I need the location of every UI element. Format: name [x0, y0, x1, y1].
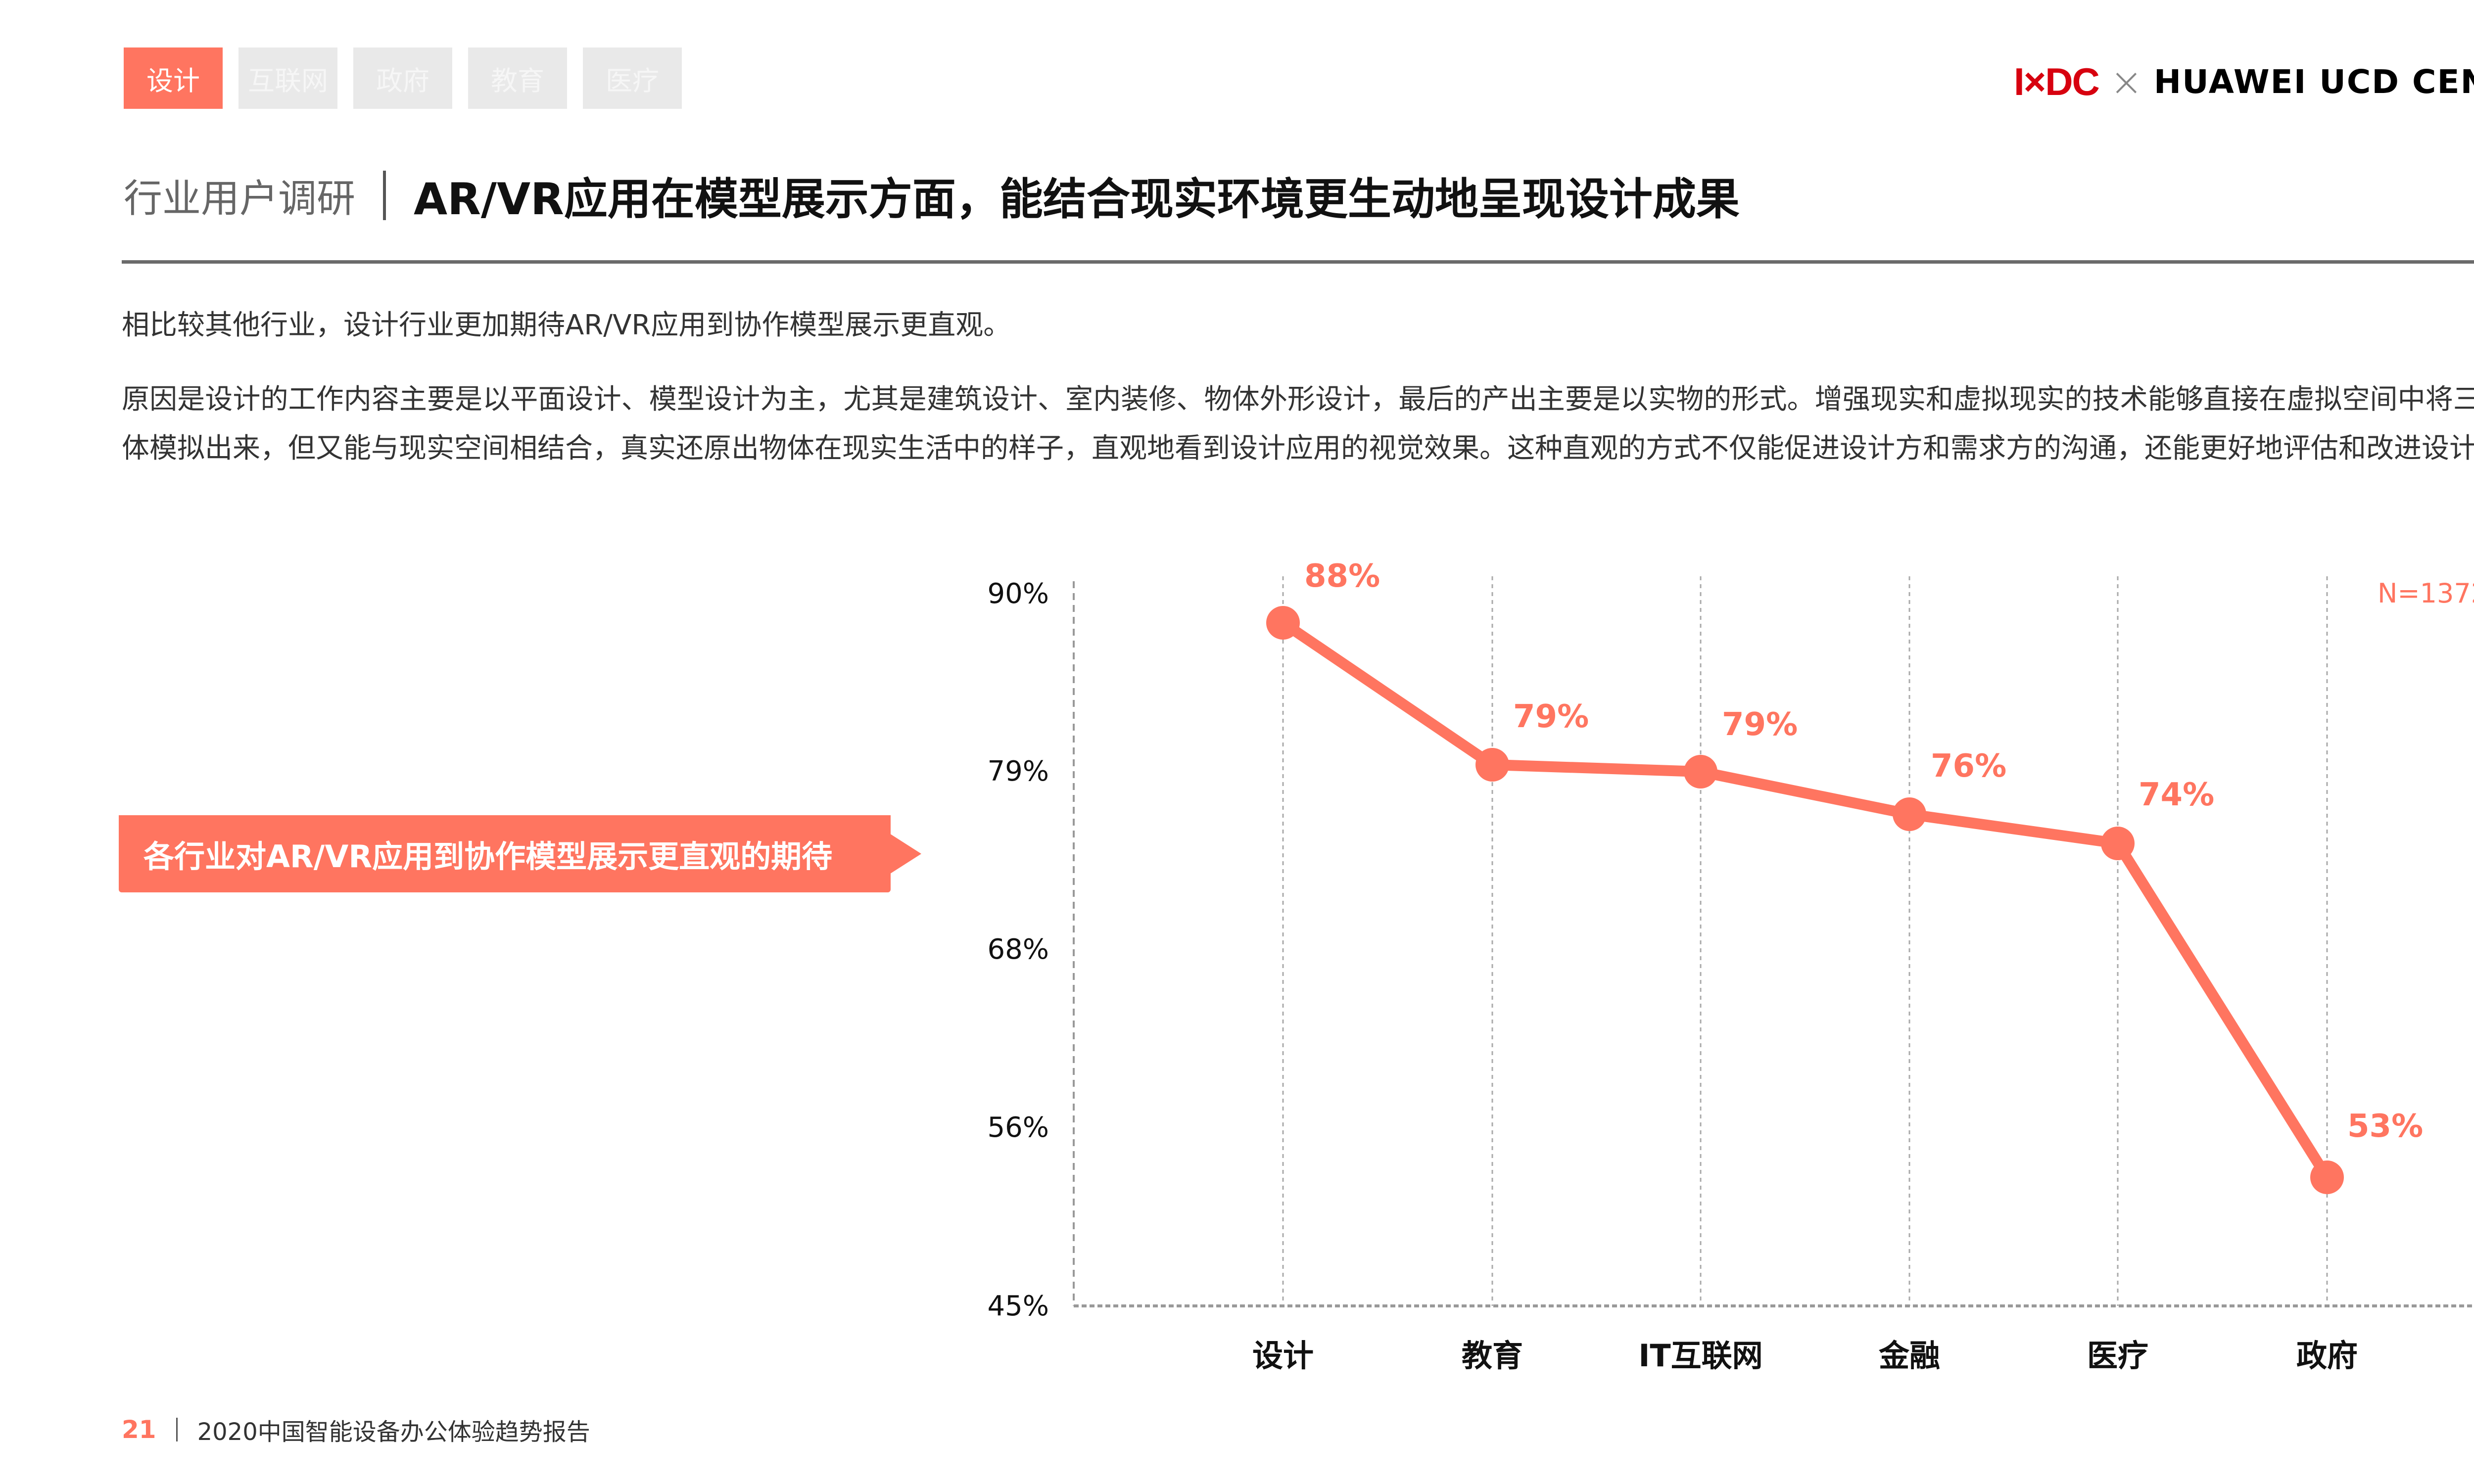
data-label: 76% [1931, 748, 2007, 785]
data-label: 79% [1722, 706, 1798, 743]
data-series-line [1280, 618, 2332, 1180]
data-label: 79% [1513, 698, 1589, 735]
page-header: 行业用户调研 AR/VR应用在模型展示方面，能结合现实环境更生动地呈现设计成果 [124, 158, 1740, 232]
page-footer: 21 2020中国智能设备办公体验趋势报告 [122, 1412, 590, 1447]
y-tick: 68% [987, 933, 1049, 966]
footer-divider [176, 1418, 178, 1441]
y-tick: 45% [987, 1290, 1049, 1322]
huawei-ucd-logo: HUAWEI UCD CENTER [2153, 62, 2474, 101]
cross-icon: × [2109, 58, 2143, 105]
x-tick: 医疗 [2087, 1338, 2148, 1374]
header-rule [122, 260, 2474, 264]
x-tick: 教育 [1461, 1338, 1523, 1374]
data-label: 53% [2347, 1108, 2424, 1145]
x-tick: 政府 [2296, 1338, 2358, 1374]
y-tick: 56% [987, 1112, 1049, 1144]
page-number: 21 [122, 1415, 156, 1444]
callout-arrow-icon [886, 831, 921, 877]
detail-text: 原因是设计的工作内容主要是以平面设计、模型设计为主，尤其是建筑设计、室内装修、物… [122, 383, 2474, 464]
chart-title-callout: 各行业对AR/VR应用到协作模型展示更直观的期待 [119, 815, 891, 892]
data-label: 88% [1304, 558, 1380, 595]
x-tick: 设计 [1252, 1338, 1314, 1374]
tab-internet[interactable]: 互联网 [238, 47, 337, 109]
y-tick: 79% [987, 755, 1049, 788]
industry-tabs: 设计 互联网 政府 教育 医疗 [124, 47, 682, 109]
y-tick: 90% [987, 578, 1049, 610]
ixdc-logo: I×DC [2014, 59, 2100, 103]
tab-design[interactable]: 设计 [124, 47, 223, 109]
x-tick: IT互联网 [1638, 1338, 1763, 1374]
brand-logo: I×DC × HUAWEI UCD CENTER [2014, 58, 2474, 105]
title-divider [383, 171, 386, 220]
x-tick: 金融 [1878, 1338, 1940, 1374]
report-title: 2020中国智能设备办公体验趋势报告 [197, 1418, 590, 1446]
tab-education[interactable]: 教育 [468, 47, 567, 109]
summary-text: 相比较其他行业，设计行业更加期待AR/VR应用到协作模型展示更直观。 [122, 309, 1011, 341]
gridlines [1282, 576, 2328, 1306]
tab-government[interactable]: 政府 [353, 47, 452, 109]
tab-medical[interactable]: 医疗 [583, 47, 682, 109]
page-title: AR/VR应用在模型展示方面，能结合现实环境更生动地呈现设计成果 [414, 173, 1740, 225]
data-label: 74% [2139, 777, 2215, 813]
section-label: 行业用户调研 [124, 177, 356, 221]
data-markers [1266, 606, 2344, 1194]
